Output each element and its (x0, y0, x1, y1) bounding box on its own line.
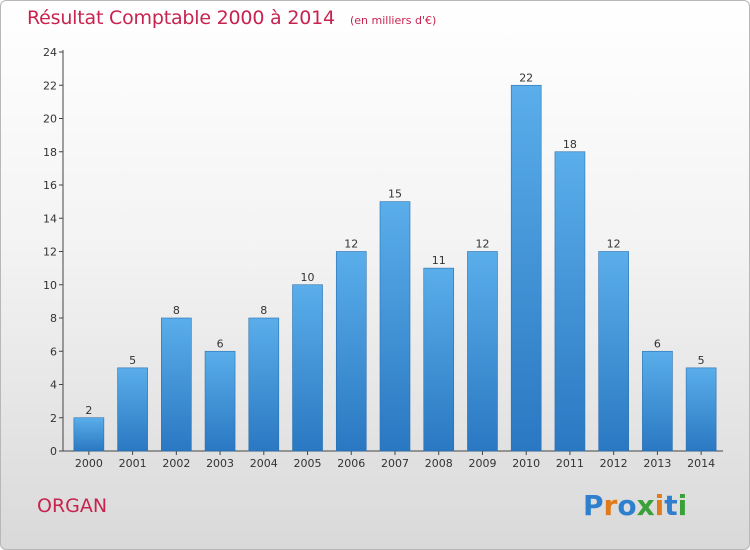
data-label: 12 (475, 238, 489, 251)
logo-letter: r (603, 489, 618, 522)
bar (467, 251, 498, 452)
data-label: 10 (301, 271, 315, 284)
chart-title: Résultat Comptable 2000 à 2014 (27, 7, 335, 29)
y-tick-label: 14 (43, 212, 57, 225)
data-label: 5 (698, 354, 705, 367)
bar (379, 201, 411, 452)
bar (335, 251, 367, 452)
x-tick-label: 2003 (206, 457, 234, 470)
data-label: 22 (519, 71, 533, 84)
x-tick-label: 2005 (294, 457, 322, 470)
bar (117, 367, 148, 452)
bar (642, 350, 673, 452)
logo-letter: x (636, 489, 655, 522)
bar (510, 84, 542, 452)
bar (598, 251, 629, 452)
x-tick-label: 2010 (512, 457, 540, 470)
logo-letter: o (617, 489, 637, 522)
x-tick-label: 2014 (687, 457, 715, 470)
x-tick-label: 2013 (643, 457, 671, 470)
bar (248, 317, 280, 452)
x-tick-label: 2012 (600, 457, 628, 470)
y-tick-label: 10 (43, 279, 57, 292)
data-label: 5 (129, 354, 136, 367)
x-axis: 2000 2001 2002 2003 2004 2005 2006 2007 2008 2009… (63, 450, 723, 470)
x-tick-label: 2008 (425, 457, 453, 470)
y-tick-label: 18 (43, 146, 57, 159)
data-label: 8 (173, 304, 180, 317)
y-tick-label: 4 (50, 379, 57, 392)
data-label: 15 (388, 188, 402, 201)
data-label: 11 (432, 254, 446, 267)
x-tick-label: 2004 (250, 457, 278, 470)
data-label: 12 (344, 238, 358, 251)
data-label: 18 (563, 138, 577, 151)
x-tick-label: 2009 (468, 457, 496, 470)
y-tick-label: 8 (50, 312, 57, 325)
title-row: Résultat Comptable 2000 à 2014 (en milli… (27, 7, 436, 29)
bar (292, 284, 323, 452)
data-label: 8 (260, 304, 267, 317)
x-tick-label: 2001 (119, 457, 147, 470)
x-tick-label: 2002 (162, 457, 190, 470)
x-tick-label: 2007 (381, 457, 409, 470)
logo-letter: i (654, 489, 665, 522)
bar (423, 267, 455, 452)
x-tick-label: 2011 (556, 457, 584, 470)
data-label: 12 (607, 238, 621, 251)
y-tick-label: 0 (50, 445, 57, 458)
bar (161, 317, 192, 452)
y-tick-label: 12 (43, 246, 57, 259)
bar (554, 151, 586, 452)
logo-letter: t (664, 489, 678, 522)
data-label: 6 (217, 337, 224, 350)
proxiti-logo: Proxiti (583, 489, 687, 522)
y-tick-label: 16 (43, 179, 57, 192)
y-tick-label: 20 (43, 113, 57, 126)
logo-letter: i (677, 489, 688, 522)
bar (204, 350, 236, 452)
y-tick-label: 22 (43, 79, 57, 92)
bar (73, 417, 105, 452)
bar (685, 367, 717, 452)
chart-subtitle: (en milliers d'€) (349, 14, 437, 27)
y-tick-label: 24 (43, 46, 57, 59)
data-label: 2 (85, 404, 92, 417)
x-tick-label: 2006 (337, 457, 365, 470)
y-tick-label: 2 (50, 412, 57, 425)
y-tick-label: 6 (50, 345, 57, 358)
logo-letter: P (583, 489, 604, 522)
x-tick-label: 2000 (75, 457, 103, 470)
data-label: 6 (654, 337, 661, 350)
data-labels: 2 5 8 6 8 10 12 15 11 12 22 18 12 6 5 (85, 71, 704, 417)
place-name: ORGAN (37, 495, 108, 517)
bars (73, 84, 717, 452)
